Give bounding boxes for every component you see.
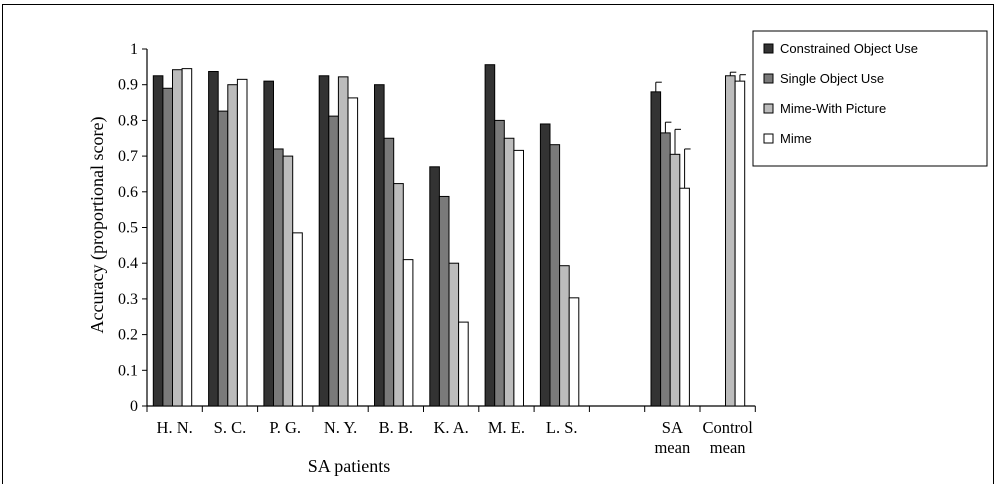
bar-mime-with-picture <box>559 265 570 407</box>
y-tick-label: 0.8 <box>118 112 138 129</box>
legend-label: Mime <box>780 131 812 146</box>
bar-mime-with-picture <box>725 75 736 407</box>
bar-mime-with-picture <box>172 69 183 407</box>
y-axis-label: Accuracy (proportional score) <box>87 117 108 334</box>
bar-constrained-object-use <box>263 80 274 407</box>
bars <box>152 64 746 407</box>
bar-mime <box>236 78 248 407</box>
bar-chart: 0 0.1 0.2 0.3 0.4 0.5 0.6 0.7 0.8 0.9 1 H. N. S. C. P… <box>87 30 988 476</box>
bar-mime-with-picture <box>448 262 460 407</box>
bar-mime-with-picture <box>282 155 294 407</box>
bar-single-object-use <box>162 87 173 407</box>
figure-frame: 0 0.1 0.2 0.3 0.4 0.5 0.6 0.7 0.8 0.9 1 H. N. S. C. P… <box>2 4 994 484</box>
bar-mime-with-picture <box>393 183 404 407</box>
legend-label: Constrained Object Use <box>780 41 918 56</box>
y-tick-label: 0.1 <box>118 362 138 379</box>
y-tick-label: 0.2 <box>118 327 138 344</box>
y-tick-label: 0.5 <box>118 220 138 237</box>
bar-constrained-object-use <box>650 91 662 407</box>
bar-constrained-object-use <box>318 75 330 407</box>
bar-mime <box>347 97 359 407</box>
bar-single-object-use <box>438 195 450 407</box>
bar-single-object-use <box>273 148 284 407</box>
legend-label: Mime-With Picture <box>780 101 886 116</box>
bar-single-object-use <box>494 119 505 407</box>
bar-constrained-object-use <box>152 75 164 407</box>
bar-mime-with-picture <box>337 76 349 407</box>
bar-mime-with-picture <box>503 137 515 407</box>
bar-single-object-use <box>383 137 395 407</box>
bar-mime-with-picture <box>227 84 238 407</box>
y-tick-label: 0.4 <box>118 255 138 272</box>
bar-single-object-use <box>660 132 671 407</box>
bar-constrained-object-use <box>429 166 440 407</box>
bar-mime <box>292 232 303 407</box>
bar-constrained-object-use <box>208 70 219 407</box>
bar-mime <box>181 68 193 407</box>
y-tick-label: 0.9 <box>118 77 138 94</box>
bar-mime <box>402 259 414 407</box>
x-tick-label: mean <box>654 438 690 457</box>
bar-single-object-use <box>328 115 339 407</box>
x-tick-label: Control <box>702 418 753 437</box>
bar-single-object-use <box>217 110 229 407</box>
y-tick-label: 0.6 <box>118 184 138 201</box>
bar-constrained-object-use <box>374 84 385 407</box>
legend: Constrained Object Use Single Object Use M… <box>752 30 988 167</box>
bar-constrained-object-use <box>484 64 496 407</box>
legend-swatch <box>763 73 774 84</box>
bar-single-object-use <box>549 144 561 407</box>
legend-swatch <box>763 43 774 54</box>
bar-mime <box>734 80 746 407</box>
x-tick-label: SA <box>662 418 683 437</box>
x-tick-label: M. E. <box>488 418 525 437</box>
bar-mime-with-picture <box>669 153 681 407</box>
legend-box <box>752 30 988 167</box>
x-tick-label: S. C. <box>214 418 247 437</box>
x-tick-label: K. A. <box>434 418 469 437</box>
legend-swatch <box>763 103 774 114</box>
labels: 0 0.1 0.2 0.3 0.4 0.5 0.6 0.7 0.8 0.9 1 H. N. S. C. P… <box>118 41 753 457</box>
y-tick-label: 1 <box>130 41 138 58</box>
x-tick-label: P. G. <box>269 418 301 437</box>
y-tick-label: 0 <box>130 398 138 415</box>
bar-constrained-object-use <box>539 123 551 407</box>
bar-mime <box>568 297 580 407</box>
bar-mime <box>513 149 524 407</box>
legend-label: Single Object Use <box>780 71 884 86</box>
x-tick-label: B. B. <box>379 418 413 437</box>
x-tick-label: mean <box>710 438 746 457</box>
x-axis-label: SA patients <box>308 456 391 476</box>
x-tick-label: L. S. <box>546 418 578 437</box>
x-tick-label: H. N. <box>157 418 193 437</box>
bar-mime <box>679 187 690 407</box>
y-tick-label: 0.7 <box>118 148 138 165</box>
x-tick-label: N. Y. <box>324 418 357 437</box>
legend-swatch <box>763 133 774 144</box>
error-bars <box>655 71 746 189</box>
bar-mime <box>458 321 469 407</box>
y-tick-label: 0.3 <box>118 291 138 308</box>
